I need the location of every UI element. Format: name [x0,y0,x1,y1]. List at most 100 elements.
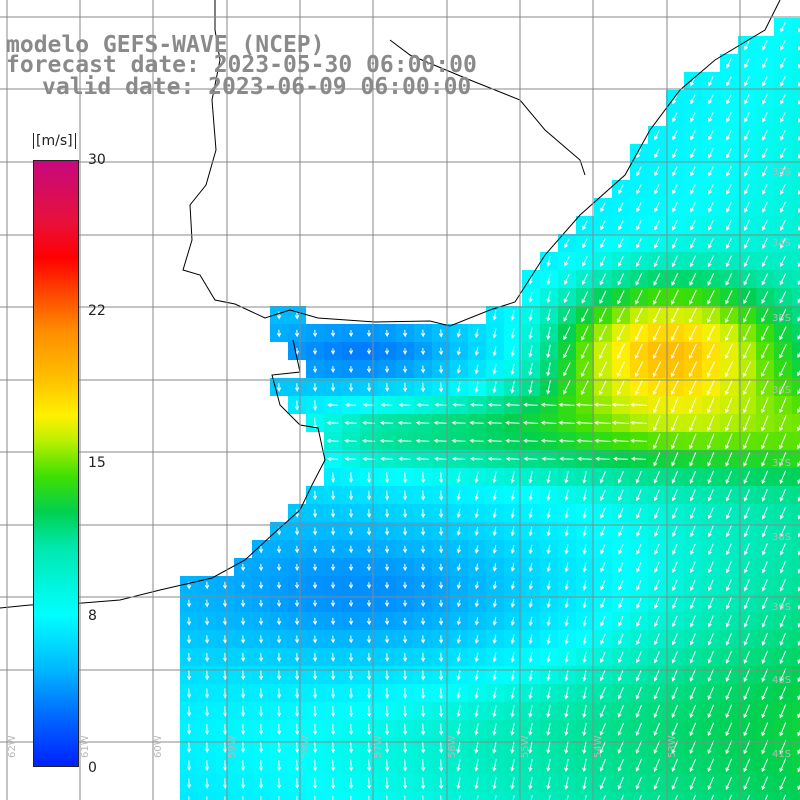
wind-arrow [761,579,768,592]
wind-speed-cell [756,792,774,800]
wind-arrow [779,237,786,249]
colorbar-tick-0: 0 [88,760,97,776]
wind-arrow [330,670,336,681]
wind-arrow [348,723,354,736]
wind-arrow [707,579,714,592]
wind-arrow [258,635,264,644]
wind-arrow [505,456,520,461]
wind-arrow [366,472,372,483]
wind-arrow [725,579,732,592]
wind-arrow [653,272,661,286]
wind-speed-cell [234,792,252,800]
wind-arrow [779,255,786,268]
wind-speed-cell [594,792,612,800]
wind-arrow [654,507,660,520]
wind-arrow [743,686,751,701]
wind-arrow [510,634,515,645]
wind-arrow [707,397,715,414]
wind-arrow [780,129,786,141]
wind-arrow [743,507,750,520]
wind-arrow [762,201,768,213]
wind-arrow [725,686,733,701]
wind-arrow [510,526,515,537]
wind-arrow [599,777,606,790]
wind-arrow [707,776,715,791]
wind-arrow [689,397,697,414]
wind-arrow [760,379,769,396]
wind-arrow [276,759,282,772]
wind-arrow [402,617,408,626]
wind-arrow [487,438,502,443]
wind-arrow [726,112,732,123]
wind-arrow [743,290,751,305]
wind-arrow [546,489,551,502]
wind-arrow [616,361,625,378]
wind-arrow [566,795,569,800]
wind-arrow [690,561,696,574]
wind-arrow [510,490,515,501]
wind-arrow [474,617,479,626]
wind-arrow [672,579,678,592]
wind-arrow [779,219,786,231]
wind-arrow [240,563,246,572]
wind-arrow [222,652,228,663]
latitude-label: 36S [772,385,791,396]
wind-arrow [294,527,300,536]
wind-arrow [593,402,612,407]
wind-arrow [348,472,354,483]
wind-arrow [744,76,750,87]
wind-arrow [240,706,246,717]
wind-arrow [743,273,751,286]
wind-arrow [366,348,372,355]
wind-arrow [670,379,679,396]
wind-arrow [653,433,661,450]
wind-arrow [258,723,264,736]
wind-arrow [312,348,318,355]
wind-arrow [744,183,750,195]
wind-arrow [653,669,660,682]
wind-arrow [761,615,768,628]
wind-arrow [312,400,318,411]
wind-arrow [779,543,786,556]
wind-arrow [653,758,660,772]
wind-arrow [438,705,444,718]
wind-arrow [760,361,769,378]
wind-arrow [654,130,660,141]
wind-arrow [726,219,732,231]
wind-arrow [438,508,444,519]
wind-arrow [438,652,444,663]
wind-arrow [528,759,533,772]
wind-arrow [563,291,571,304]
wind-arrow [690,525,696,538]
wind-arrow [600,580,606,591]
wind-arrow [672,597,678,610]
wind-arrow [743,237,750,249]
wind-arrow [629,402,648,407]
wind-arrow [779,507,786,520]
wind-arrow [707,704,715,719]
wind-arrow [510,581,515,590]
wind-arrow [611,402,630,407]
wind-arrow [689,255,697,268]
wind-arrow [296,796,298,800]
wind-speed-cell [792,90,800,108]
wind-arrow [708,148,714,159]
wind-arrow [780,94,786,105]
wind-arrow [330,527,336,536]
wind-speed-cell [792,630,800,648]
wind-arrow [522,420,539,425]
wind-arrow [672,525,678,538]
wind-arrow [384,635,390,644]
wind-arrow [402,652,408,663]
wind-arrow [672,130,678,141]
wind-arrow [204,635,210,644]
wind-arrow [294,329,300,338]
wind-arrow [330,777,336,790]
wind-arrow [690,148,696,159]
wind-arrow [528,508,533,519]
wind-arrow [420,723,426,736]
wind-arrow [380,456,393,461]
wind-arrow [638,795,642,800]
wind-arrow [326,420,339,426]
wind-arrow [617,777,624,790]
